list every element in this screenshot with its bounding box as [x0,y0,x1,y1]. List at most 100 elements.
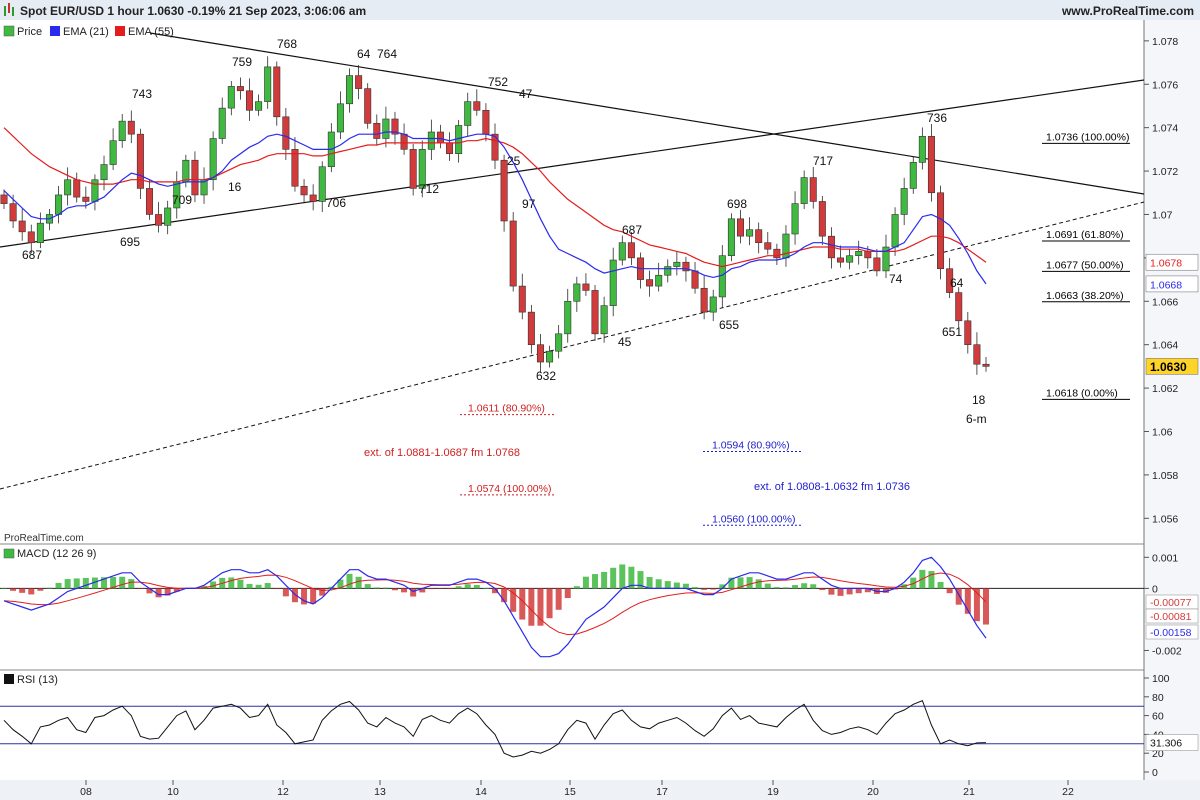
macd-histogram-bar [682,583,689,589]
candle-down [591,290,599,335]
price-tick-label: 1.076 [1152,79,1178,91]
time-tick-label: 13 [374,786,386,798]
candle-up [855,251,863,257]
macd-histogram-bar [164,588,171,596]
time-tick-label: 08 [80,786,92,798]
wave-label: 695 [120,235,140,249]
ext-blue-label: 1.0594 (80.90%) [712,440,790,452]
fib-level-label: 1.0677 (50.00%) [1046,259,1124,271]
wave-label: 47 [519,87,533,101]
macd-histogram-bar [428,588,435,590]
candle-down [982,363,990,367]
price-legend[interactable]: Price EMA (21) EMA (55) [3,25,174,38]
candle-down [764,242,772,250]
candle-down [18,220,26,233]
macd-swatch [3,548,15,559]
ema21-axis-label-box [1145,275,1199,293]
macd-histogram-bar [537,588,544,626]
macd-histogram-bar [319,588,326,596]
macd-histogram-bar [773,587,780,589]
macd-tick-label: 0.001 [1152,552,1178,564]
macd-histogram-bar [592,574,599,589]
macd-histogram-bar [673,582,680,589]
macd-value-label: -0.00081 [1150,611,1192,623]
macd-histogram-bar [937,581,944,589]
wave-label: 709 [172,193,192,207]
macd-histogram-bar [28,588,35,595]
macd-histogram-bar [73,578,80,589]
macd-histogram-bar [19,588,26,593]
wave-label: 25 [507,154,521,168]
macd-histogram-bar [955,588,962,605]
macd-histogram-bar [419,588,426,593]
time-tick-label: 15 [564,786,576,798]
wave-label: 743 [132,87,152,101]
last-price-label-box [1145,358,1199,375]
wave-label: 752 [488,75,508,89]
last-price-label: 1.0630 [1150,360,1187,374]
candle-down [300,185,308,196]
macd-histogram-bar [355,576,362,589]
candle-down [155,214,163,226]
macd-histogram-bar [46,587,53,589]
macd-histogram-bar [410,588,417,597]
macd-histogram-bar [782,587,789,589]
macd-histogram-bar [437,588,444,589]
candle-down [809,177,817,202]
candle-down [646,279,654,287]
time-tick-label: 10 [167,786,179,798]
rsi-legend[interactable]: RSI (13) [4,674,58,686]
legend-ema21: EMA (21) [63,26,109,38]
time-tick-label: 22 [1062,786,1074,798]
macd-histogram-bar [464,584,471,589]
price-tick-label: 1.058 [1152,470,1178,482]
macd-histogram-bar [637,571,644,589]
macd-histogram-bar [710,588,717,590]
price-axis-panel [1144,20,1200,780]
macd-histogram-bar [91,577,98,589]
candle-up [600,305,608,335]
macd-histogram-bar [37,588,44,591]
price-tick-label: 1.06 [1152,426,1173,438]
candle-down [491,133,499,161]
candle-down [446,142,454,155]
rsi-tick-label: 20 [1152,748,1164,760]
macd-tick-label: -0.002 [1152,645,1182,657]
candle-down [73,179,81,198]
candle-down [246,90,254,111]
macd-value-box [1145,608,1199,624]
candle-down [518,285,526,313]
rsi-tick-label: 80 [1152,692,1164,704]
macd-histogram-bar [792,585,799,589]
macd-histogram-bar [473,585,480,589]
candle-up [209,138,217,181]
legend-price: Price [17,26,42,38]
macd-histogram-bar [728,577,735,589]
macd-histogram-bar [946,588,953,594]
macd-histogram-bar [573,586,580,589]
macd-histogram-bar [64,579,71,589]
macd-histogram-bar [564,588,571,599]
wave-label: 45 [618,335,632,349]
candle-down [0,194,8,204]
candle-down [236,86,244,92]
site-link[interactable]: www.ProRealTime.com [1061,4,1194,18]
rsi-value-label: 31.306 [1150,738,1182,750]
candle-up [791,203,799,235]
wave-label: 97 [522,197,536,211]
candle-down [773,248,781,259]
macd-histogram-bar [655,579,662,589]
rsi-tick-label: 60 [1152,711,1164,723]
candle-down [837,257,845,263]
candle-down [355,75,363,89]
candle-down [873,257,881,272]
ema55-line [3,127,987,268]
candle-down [27,231,35,243]
macd-histogram-bar [610,567,617,589]
wave-label: 64 [950,276,964,290]
candle-up [346,75,354,105]
candle-down [282,116,290,150]
candle-up [264,66,272,102]
price-tick-label: 1.066 [1152,296,1178,308]
macd-legend[interactable]: MACD (12 26 9) [3,548,96,560]
